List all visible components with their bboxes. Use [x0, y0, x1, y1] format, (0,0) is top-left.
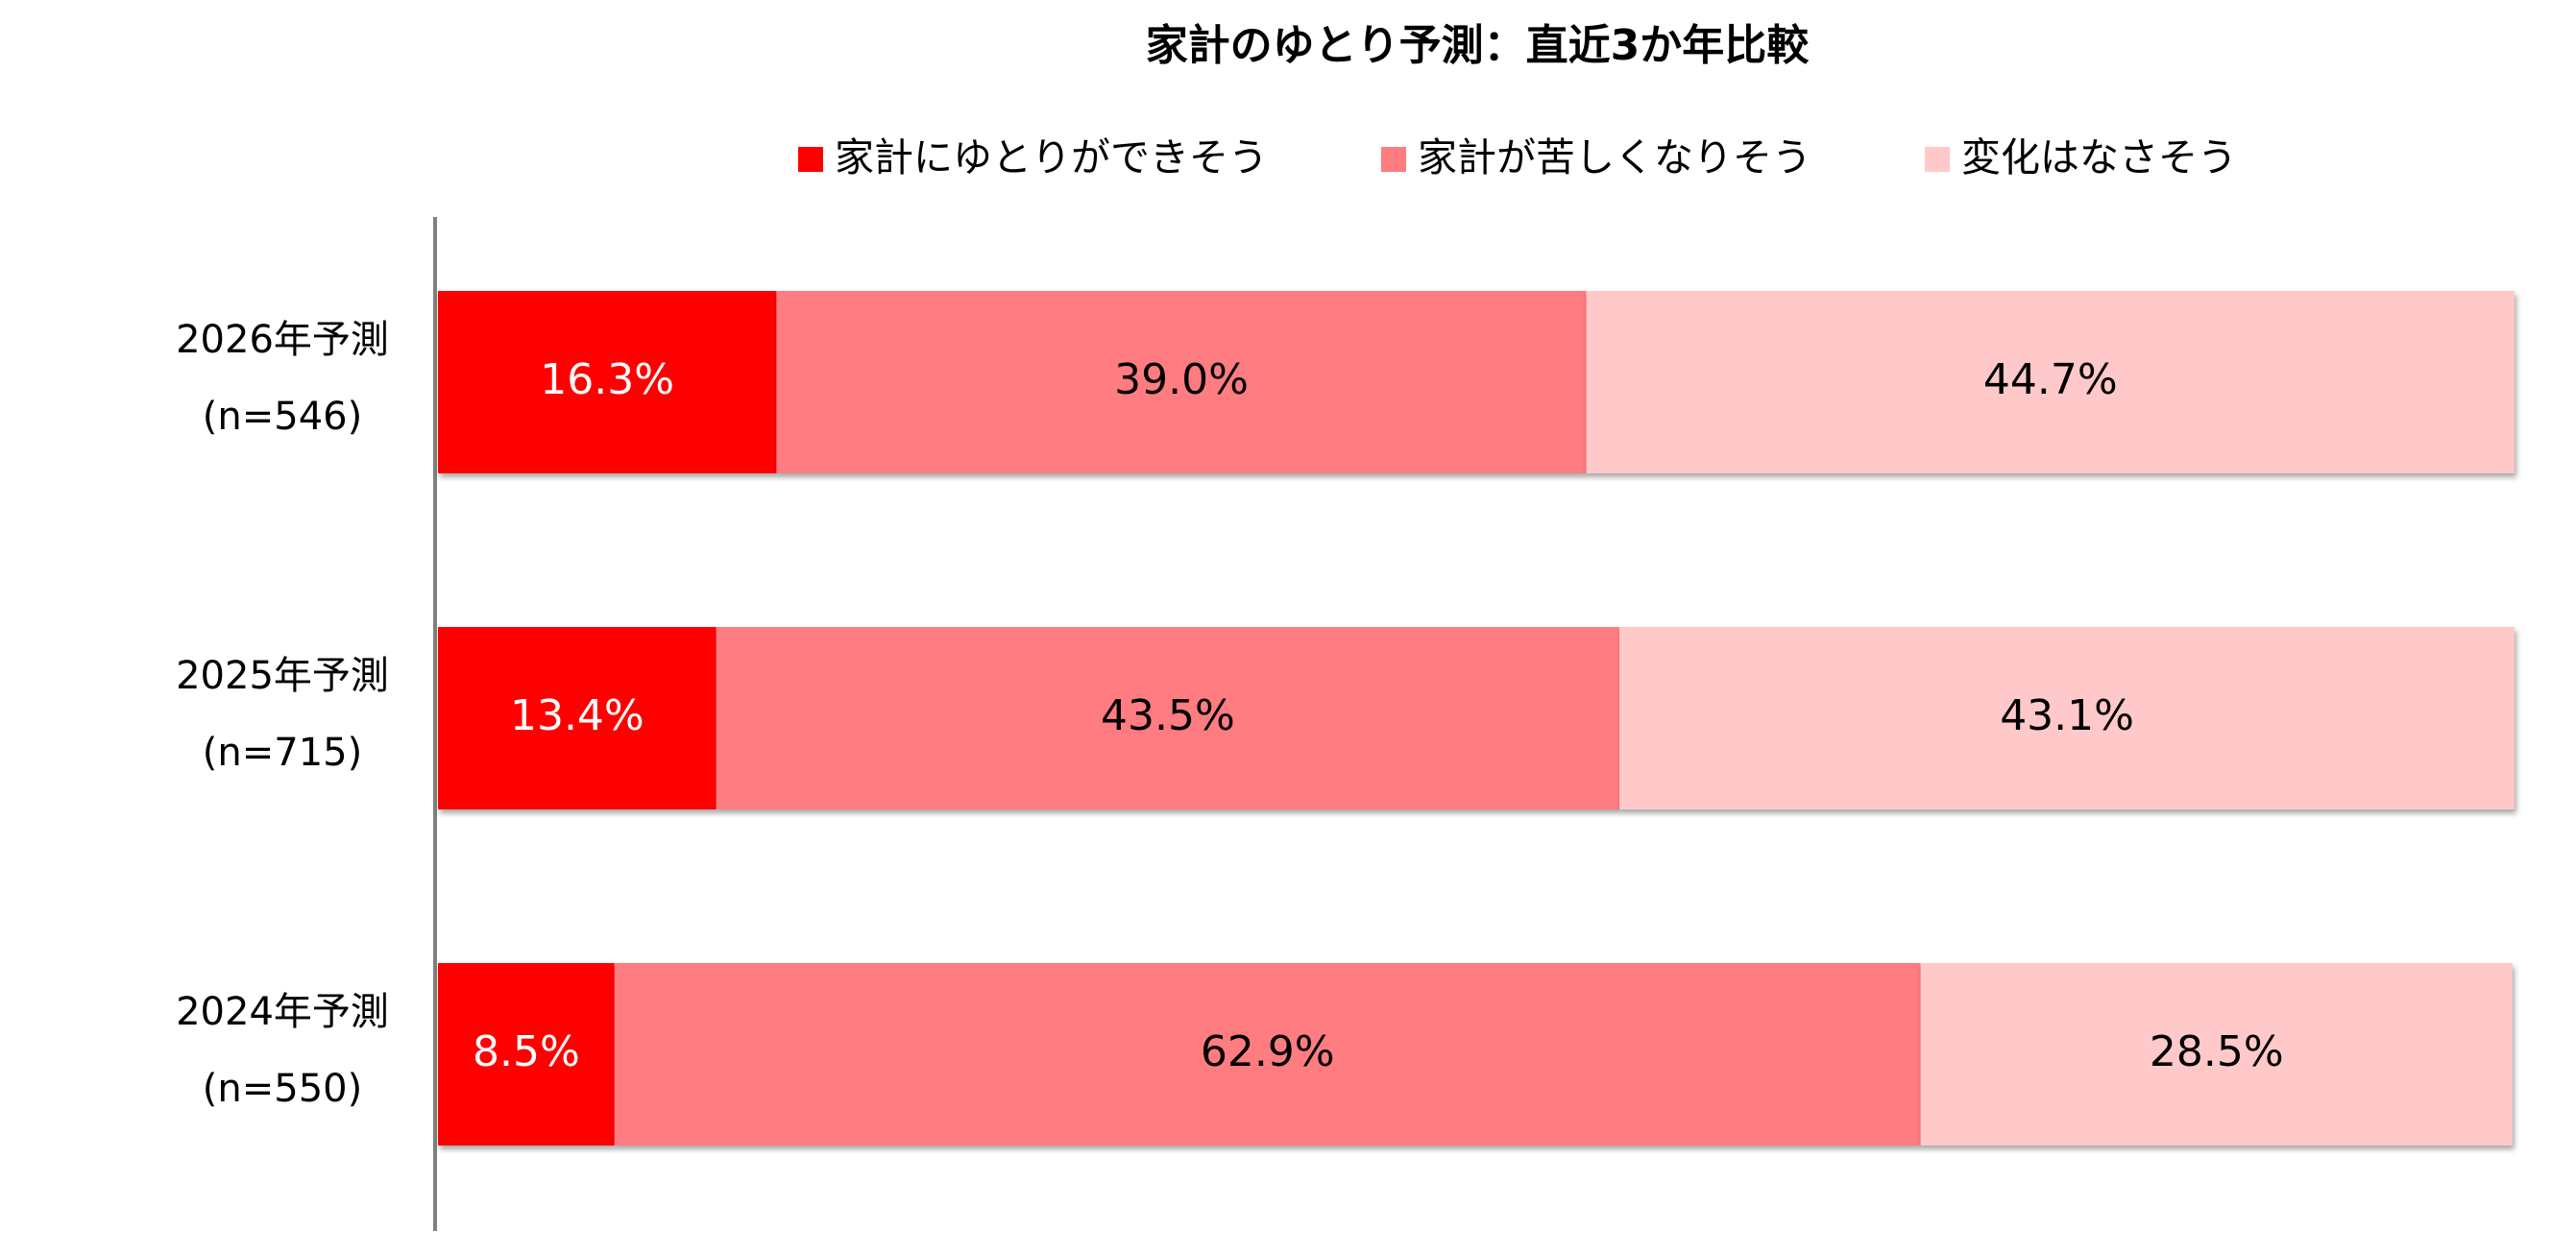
category-note: (n=550) — [203, 1067, 362, 1111]
bar — [716, 627, 1620, 809]
category-note: (n=546) — [203, 395, 362, 439]
legend-swatch — [798, 147, 823, 172]
category-note: (n=715) — [203, 731, 362, 775]
bar — [1586, 291, 2515, 473]
bar — [438, 291, 777, 473]
value-label: 8.5% — [473, 1027, 580, 1076]
bar — [438, 963, 615, 1145]
category-label: 2026年予測 — [176, 318, 389, 362]
legend-label: 家計にゆとりができそう — [835, 134, 1268, 181]
value-label: 43.5% — [1101, 691, 1235, 740]
value-label: 16.3% — [540, 355, 674, 404]
value-label: 28.5% — [2150, 1027, 2284, 1076]
bar — [1920, 963, 2513, 1145]
value-label: 13.4% — [510, 691, 644, 740]
legend-label: 変化はなさそう — [1961, 134, 2237, 181]
legend-swatch — [1925, 147, 1950, 172]
value-label: 43.1% — [2000, 691, 2134, 740]
category-label: 2024年予測 — [176, 990, 389, 1034]
bar — [776, 291, 1587, 473]
legend-swatch — [1381, 147, 1406, 172]
bar — [614, 963, 1921, 1145]
value-label: 39.0% — [1114, 355, 1249, 404]
value-label: 44.7% — [1983, 355, 2118, 404]
category-label: 2025年予測 — [176, 654, 389, 698]
chart-title: 家計のゆとり予測：直近3か年比較 — [1146, 21, 1810, 70]
bar — [438, 627, 717, 809]
legend-label: 家計が苦しくなりそう — [1418, 134, 1811, 181]
value-label: 62.9% — [1201, 1027, 1335, 1076]
bar — [1619, 627, 2515, 809]
